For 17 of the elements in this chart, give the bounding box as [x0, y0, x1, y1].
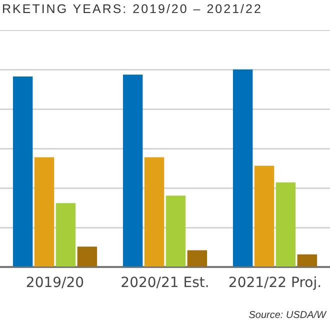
bar	[166, 196, 186, 266]
source-note: Source: USDA/W	[248, 310, 326, 321]
x-tick-label: 2019/20	[26, 275, 84, 292]
bar	[232, 70, 253, 266]
x-tick-label: 2020/21 Est.	[120, 275, 210, 292]
bar	[187, 250, 208, 266]
x-tick-label: 2021/22 Proj.	[228, 275, 322, 292]
bar	[144, 157, 164, 266]
chart-title: RKETING YEARS: 2019/20 – 2021/22	[2, 2, 264, 16]
bar	[56, 203, 76, 266]
bar	[77, 246, 98, 266]
bar	[34, 157, 54, 266]
bar	[254, 166, 274, 266]
bar	[122, 74, 143, 266]
bar	[276, 182, 296, 266]
bar	[12, 76, 33, 266]
bar	[297, 254, 318, 266]
